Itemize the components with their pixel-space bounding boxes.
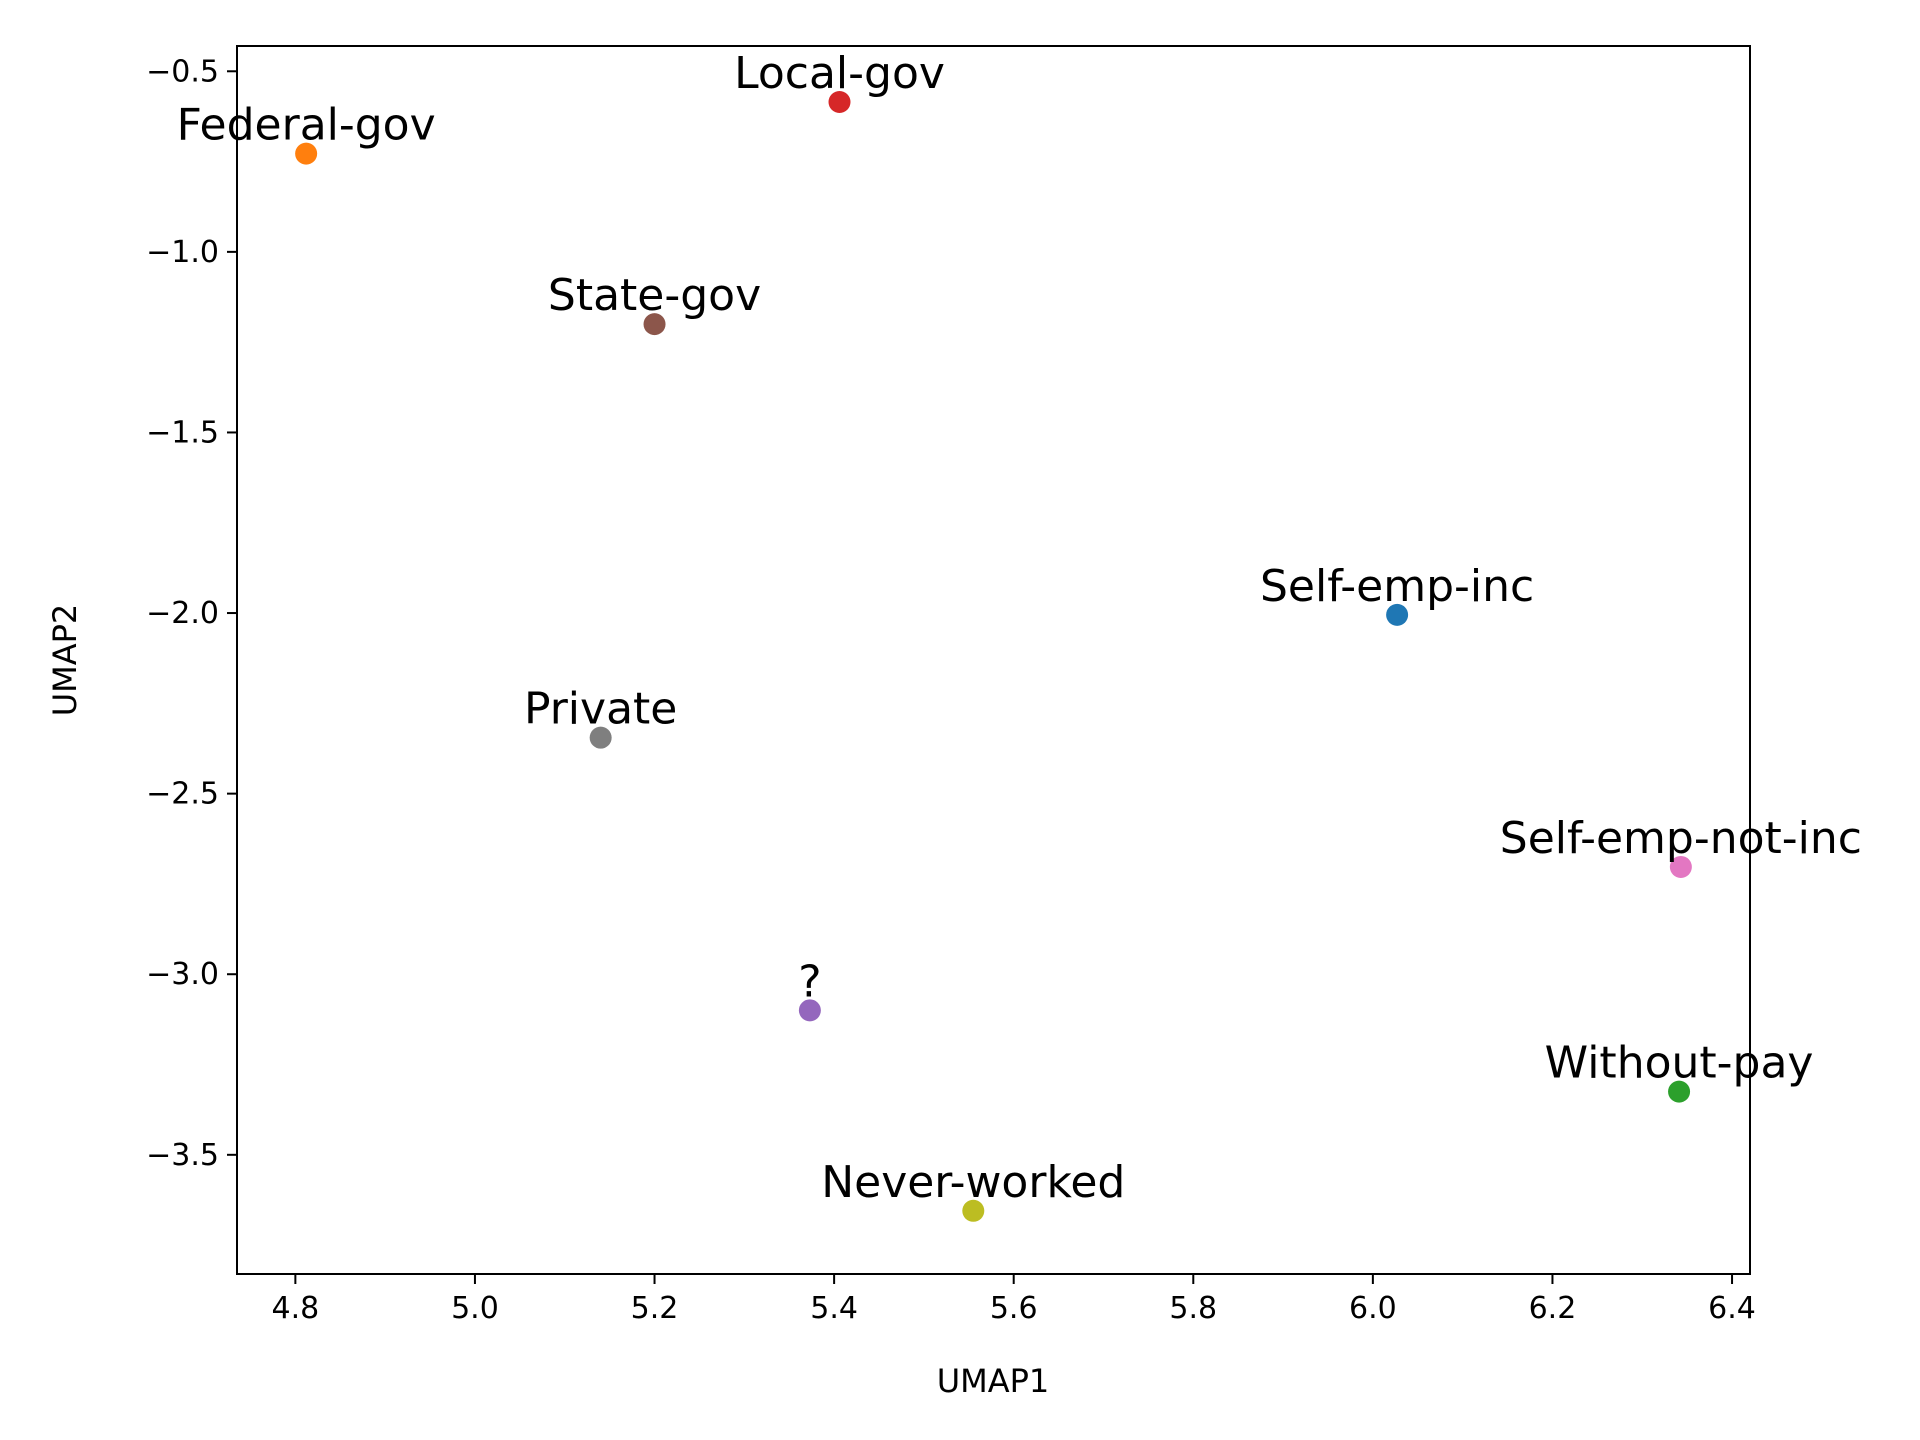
x-tick-label: 5.2 <box>631 1291 679 1326</box>
x-axis-label: UMAP1 <box>937 1362 1050 1400</box>
data-point <box>828 90 851 113</box>
data-point <box>962 1199 985 1222</box>
y-tick-label: −2.0 <box>146 596 219 631</box>
point-label: Federal-gov <box>177 100 436 151</box>
y-tick-label: −1.0 <box>146 235 219 270</box>
data-point <box>1668 1080 1691 1103</box>
point-labels: Self-emp-inc Federal-gov Without-pay Local-… <box>177 48 1862 1208</box>
point-label: Without-pay <box>1545 1038 1814 1089</box>
x-tick-label: 5.8 <box>1169 1291 1217 1326</box>
point-label: ? <box>798 956 821 1007</box>
y-axis-ticks: −0.5 −1.0 −1.5 −2.0 −2.5 −3.0 −3.5 <box>146 54 237 1173</box>
data-point <box>798 999 821 1022</box>
y-tick-label: −1.5 <box>146 415 219 450</box>
data-point <box>1669 855 1692 878</box>
y-tick-label: −3.0 <box>146 957 219 992</box>
point-label: Never-worked <box>821 1157 1125 1208</box>
x-tick-label: 6.2 <box>1529 1291 1577 1326</box>
x-tick-label: 5.4 <box>810 1291 858 1326</box>
x-tick-label: 5.0 <box>451 1291 499 1326</box>
data-point <box>589 726 612 749</box>
point-label: Private <box>524 684 677 735</box>
point-label: State-gov <box>548 270 761 321</box>
y-tick-label: −2.5 <box>146 777 219 812</box>
plot-area <box>236 45 1751 1275</box>
point-label: Self-emp-not-inc <box>1500 813 1862 864</box>
x-tick-label: 5.6 <box>990 1291 1038 1326</box>
x-tick-label: 6.0 <box>1349 1291 1397 1326</box>
data-point <box>295 142 318 165</box>
point-label: Self-emp-inc <box>1260 561 1534 612</box>
y-tick-label: −3.5 <box>146 1138 219 1173</box>
point-label: Local-gov <box>734 48 945 99</box>
data-points <box>295 90 1692 1222</box>
x-axis-ticks: 4.8 5.0 5.2 5.4 5.6 5.8 6.0 6.2 6.4 <box>272 1274 1756 1326</box>
data-point <box>643 313 666 336</box>
y-tick-label: −0.5 <box>146 54 219 89</box>
data-point <box>1386 603 1409 626</box>
x-tick-label: 6.4 <box>1708 1291 1756 1326</box>
y-axis-label: UMAP2 <box>46 604 84 717</box>
x-tick-label: 4.8 <box>272 1291 320 1326</box>
